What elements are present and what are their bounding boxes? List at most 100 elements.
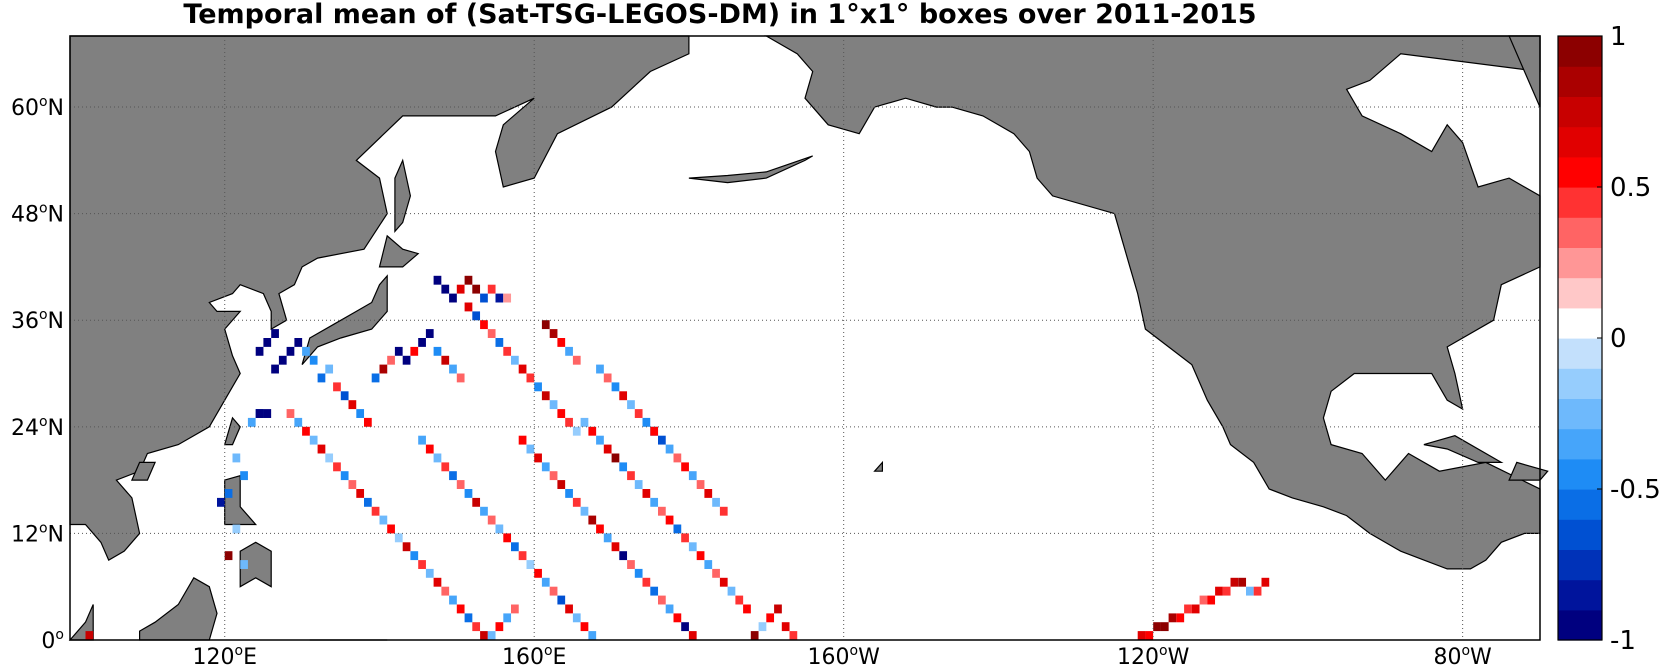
data-cell bbox=[526, 444, 535, 454]
data-cell bbox=[464, 613, 473, 623]
colorbar-swatch bbox=[1558, 126, 1602, 158]
data-cell bbox=[518, 435, 527, 445]
data-cell bbox=[263, 409, 272, 418]
map-frame bbox=[69, 35, 1541, 641]
colorbar-swatch bbox=[1558, 549, 1602, 581]
asia-landmass bbox=[69, 35, 690, 561]
data-cell bbox=[627, 400, 635, 410]
data-cell bbox=[518, 551, 527, 561]
data-cell bbox=[348, 400, 357, 410]
data-cell bbox=[294, 417, 303, 427]
data-cell bbox=[688, 542, 697, 552]
colorbar-swatch bbox=[1558, 519, 1602, 550]
data-cell bbox=[611, 453, 620, 463]
latitude-label: 12oN bbox=[11, 520, 64, 547]
data-cell bbox=[534, 568, 542, 578]
data-cell bbox=[518, 364, 527, 374]
data-cell bbox=[688, 471, 697, 481]
data-cell bbox=[240, 560, 248, 569]
longitude-label: 120oW bbox=[1117, 643, 1190, 670]
data-cell bbox=[557, 595, 566, 605]
data-cell bbox=[371, 373, 380, 383]
data-cell bbox=[712, 497, 720, 507]
data-cell bbox=[224, 489, 233, 498]
data-cell bbox=[1153, 622, 1161, 632]
data-cell bbox=[549, 586, 558, 596]
data-cell bbox=[418, 338, 426, 347]
latitude-label: 60oN bbox=[11, 94, 64, 121]
cuba bbox=[1423, 435, 1504, 463]
data-cell bbox=[603, 373, 612, 383]
data-cell bbox=[750, 631, 759, 640]
data-cell bbox=[766, 613, 775, 623]
data-cell bbox=[449, 471, 457, 481]
data-cell bbox=[743, 604, 751, 614]
data-cell bbox=[658, 595, 666, 605]
data-cell bbox=[495, 338, 504, 347]
data-cell bbox=[565, 489, 573, 498]
data-cell bbox=[572, 613, 581, 623]
data-cell bbox=[596, 524, 604, 534]
colorbar-tick-label: 0 bbox=[1610, 324, 1627, 354]
colorbar-swatch bbox=[1558, 66, 1602, 97]
colorbar-swatch bbox=[1558, 368, 1602, 399]
data-cell bbox=[526, 560, 535, 569]
data-cell bbox=[696, 480, 705, 489]
data-cell bbox=[232, 524, 241, 534]
data-cell bbox=[418, 435, 426, 445]
data-cell bbox=[704, 560, 713, 569]
data-cell bbox=[665, 515, 674, 525]
colorbar-swatch bbox=[1558, 428, 1602, 460]
data-cell bbox=[526, 373, 535, 383]
data-cell bbox=[681, 622, 689, 632]
data-cell bbox=[464, 302, 473, 312]
aleutians bbox=[688, 155, 814, 184]
data-cell bbox=[247, 417, 256, 427]
data-cell bbox=[1137, 631, 1146, 640]
colorbar-swatch bbox=[1558, 247, 1602, 279]
map-border bbox=[69, 35, 1541, 641]
data-cell bbox=[727, 586, 736, 596]
data-cell bbox=[642, 577, 651, 587]
data-cell bbox=[549, 471, 558, 481]
data-cell bbox=[503, 293, 512, 303]
data-cell bbox=[224, 551, 233, 561]
land-masses bbox=[68, 35, 1549, 641]
hispaniola bbox=[1508, 461, 1549, 481]
data-cell bbox=[681, 533, 689, 543]
data-cell bbox=[449, 364, 457, 374]
data-cell bbox=[487, 329, 496, 338]
data-cell bbox=[410, 346, 419, 356]
colorbar bbox=[1557, 35, 1603, 641]
data-cell bbox=[696, 551, 705, 561]
data-cell bbox=[1184, 604, 1192, 614]
data-cell bbox=[449, 293, 457, 303]
data-cell bbox=[480, 631, 488, 640]
data-cell bbox=[286, 409, 295, 418]
data-cell bbox=[1199, 595, 1208, 605]
data-cell bbox=[650, 497, 659, 507]
data-cell bbox=[565, 346, 573, 356]
data-cell bbox=[1253, 586, 1262, 596]
data-cell bbox=[580, 622, 589, 632]
data-cell bbox=[433, 577, 442, 587]
data-cell bbox=[1230, 577, 1239, 587]
data-cell bbox=[549, 329, 558, 338]
data-cell bbox=[456, 373, 465, 383]
data-cell bbox=[340, 391, 349, 401]
colorbar-swatch bbox=[1558, 36, 1602, 67]
data-cell bbox=[294, 338, 303, 347]
colorbar-labels: 1 0.5 0 -0.5 -1 bbox=[1597, 22, 1661, 656]
data-cell bbox=[735, 595, 744, 605]
colorbar-swatch bbox=[1558, 277, 1602, 309]
colorbar-swatch bbox=[1558, 458, 1602, 490]
data-cell bbox=[480, 506, 488, 516]
data-cell bbox=[456, 604, 465, 614]
data-cell bbox=[271, 364, 279, 374]
data-cell bbox=[472, 311, 481, 321]
colorbar-swatch bbox=[1558, 338, 1602, 369]
data-cell bbox=[1207, 595, 1216, 605]
data-cell bbox=[333, 462, 341, 472]
philippines-south bbox=[239, 541, 272, 588]
